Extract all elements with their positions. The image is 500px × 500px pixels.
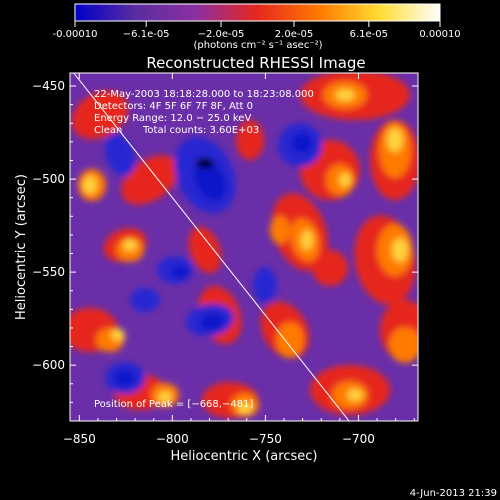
heatmap-blob xyxy=(104,133,136,177)
y-axis-label: Heliocentric Y (arcsec) xyxy=(14,174,29,320)
heatmap-blob xyxy=(158,391,172,403)
heatmap-blob xyxy=(130,288,160,312)
heatmap-blob xyxy=(276,322,304,358)
heatmap-blob xyxy=(389,327,418,363)
heatmap-blob xyxy=(387,128,403,152)
heatmap-blob xyxy=(71,90,129,140)
solar-limb-line xyxy=(73,73,350,421)
heatmap-blob xyxy=(123,239,137,251)
heatmap-blob xyxy=(83,176,97,194)
plot-frame xyxy=(69,72,419,422)
heatmap-blob xyxy=(172,266,188,278)
annotation-method: Clean xyxy=(94,125,122,136)
x-tick-label: −700 xyxy=(342,432,375,446)
y-tick-label: −500 xyxy=(32,172,65,186)
colorbar-gradient xyxy=(74,3,441,22)
heatmap-blob xyxy=(238,402,252,414)
colorbar-tick-label: 0.00010 xyxy=(419,29,460,40)
annotation-total-counts: Total counts: 3.60E+03 xyxy=(142,125,259,136)
heatmap-blob xyxy=(236,120,264,160)
heatmap-blob xyxy=(121,155,179,205)
colorbar-tick-label: 6.1e-05 xyxy=(350,29,388,40)
colorbar-ticks: -0.00010 −6.1e-05 −2.0e-05 2.0e-05 6.1e-05 0.… xyxy=(53,21,461,40)
y-tick-label: −600 xyxy=(32,358,65,372)
colorbar-tick-label: 2.0e-05 xyxy=(275,29,313,40)
annotation-detectors: Detectors: 4F 5F 6F 7F 8F, Att 0 xyxy=(94,101,253,112)
x-axis: −850 −800 −750 −700 xyxy=(63,73,415,446)
annotation-time-range: 22-May-2003 18:18:28.000 to 18:23:08.000 xyxy=(94,89,314,100)
colorbar-units-label: (photons cm⁻² s⁻¹ asec⁻²) xyxy=(193,40,322,51)
colorbar-tick-label: -0.00010 xyxy=(53,29,98,40)
x-tick-label: −750 xyxy=(249,432,282,446)
heatmap-blob xyxy=(188,226,222,274)
heatmap-image xyxy=(70,73,418,418)
heatmap-blob xyxy=(312,250,348,286)
heatmap-blob xyxy=(115,370,135,386)
heatmap-blob xyxy=(200,313,224,331)
colorbar-tick-label: −6.1e-05 xyxy=(123,29,170,40)
heatmap-blob xyxy=(339,173,351,187)
colorbar-tick-label: −2.0e-05 xyxy=(198,29,245,40)
heatmap-blob xyxy=(111,329,125,341)
x-axis-label: Heliocentric X (arcsec) xyxy=(171,449,318,464)
heatmap-blob xyxy=(392,238,408,262)
heatmap-blob xyxy=(335,89,355,101)
plot-area: −850 −800 −750 −700 −450 −500 −550 −600 xyxy=(32,72,419,446)
annotations: 22-May-2003 18:18:28.000 to 18:23:08.000… xyxy=(94,89,314,410)
heatmap-blob xyxy=(301,230,313,250)
heatmap-blob xyxy=(196,158,214,168)
annotation-peak-position: Position of Peak = [−668,−481] xyxy=(94,399,253,410)
x-tick-label: −800 xyxy=(156,432,189,446)
heatmap-blob xyxy=(253,267,277,303)
y-tick-label: −450 xyxy=(32,79,65,93)
y-axis: −450 −500 −550 −600 xyxy=(32,79,418,403)
heatmap-blob xyxy=(194,159,226,201)
heatmap-blob xyxy=(270,216,290,244)
x-tick-label: −850 xyxy=(63,432,96,446)
annotation-energy-range: Energy Range: 12.0 − 25.0 keV xyxy=(94,113,251,124)
timestamp: 4-Jun-2013 21:39 xyxy=(410,488,497,499)
heatmap-blob xyxy=(292,133,312,153)
heatmap-blob xyxy=(347,389,363,401)
colorbar: -0.00010 −6.1e-05 −2.0e-05 2.0e-05 6.1e-05 0.… xyxy=(53,3,461,51)
chart-title: Reconstructed RHESSI Image xyxy=(146,54,365,72)
y-tick-label: −550 xyxy=(32,265,65,279)
